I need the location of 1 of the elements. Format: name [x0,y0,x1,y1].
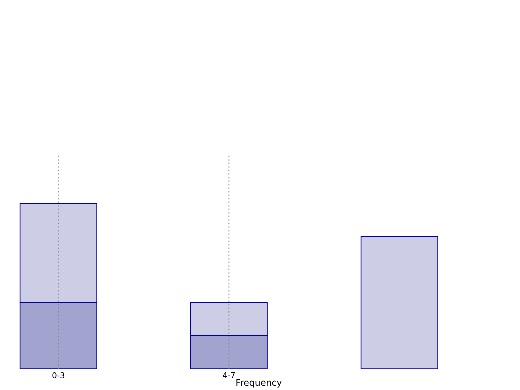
x-axis-title: Frequency [236,379,282,388]
